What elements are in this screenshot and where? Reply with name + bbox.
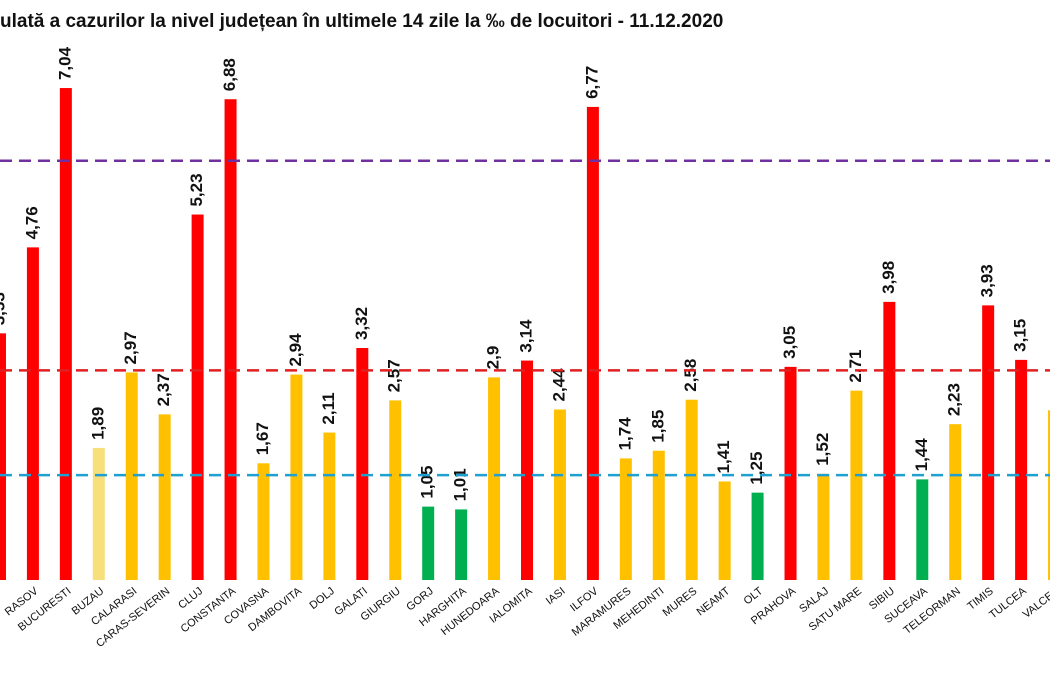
value-label: 1,05 — [418, 466, 437, 499]
bar — [883, 301, 896, 580]
value-label: 2,97 — [121, 331, 140, 364]
value-label: 3,53 — [0, 292, 8, 325]
value-label: 3,98 — [879, 261, 898, 294]
bar — [586, 106, 599, 581]
value-label: 1,44 — [912, 438, 931, 472]
value-label: 4,76 — [22, 206, 41, 239]
value-label: 1,41 — [714, 440, 733, 473]
value-label: 1,52 — [813, 433, 832, 466]
value-label: 1,67 — [253, 422, 272, 455]
bar — [619, 458, 632, 580]
bar — [949, 424, 962, 580]
bar — [1015, 359, 1028, 580]
bar — [125, 372, 138, 580]
value-label: 6,88 — [220, 58, 239, 91]
value-label: 7,04 — [55, 46, 74, 80]
value-label: 3,32 — [352, 307, 371, 340]
x-tick-label: TULCEA — [987, 585, 1029, 622]
bar — [784, 366, 797, 580]
bar — [817, 473, 830, 580]
value-label: 3,15 — [1011, 319, 1030, 352]
value-label: 1,85 — [648, 410, 667, 443]
value-label: 2,11 — [319, 392, 338, 424]
value-label: 3,93 — [978, 264, 997, 297]
bar — [455, 509, 468, 580]
bar — [389, 400, 402, 580]
bar — [488, 377, 501, 580]
value-label: 2,57 — [385, 359, 404, 392]
value-label: 2,58 — [681, 359, 700, 392]
bar — [323, 432, 336, 580]
bar — [850, 390, 863, 580]
value-label: 2,23 — [945, 383, 964, 416]
bar — [257, 463, 270, 580]
bar — [916, 479, 929, 580]
bar — [718, 481, 731, 580]
bar — [553, 409, 566, 580]
value-label: 2,9 — [484, 346, 503, 370]
value-label: 1,74 — [615, 417, 634, 451]
bar — [0, 333, 6, 580]
bar — [652, 450, 665, 580]
bar — [521, 360, 534, 580]
chart-title: ulată a cazurilor la nivel județean în u… — [0, 11, 723, 32]
bar — [92, 447, 105, 580]
x-tick-label: TELEORMAN — [902, 585, 963, 637]
bar — [191, 214, 204, 580]
value-label: 2,71 — [846, 350, 865, 383]
bar — [158, 414, 171, 580]
bar — [290, 374, 303, 580]
value-label: 1,25 — [747, 452, 766, 485]
bar — [422, 506, 435, 580]
bar — [59, 88, 72, 581]
bar — [982, 305, 995, 580]
x-tick-label: NEAMT — [695, 585, 733, 618]
bar — [356, 348, 369, 580]
bar — [751, 492, 764, 580]
bar — [1048, 410, 1050, 580]
x-tick-label: IASI — [544, 585, 568, 607]
bar — [685, 399, 698, 580]
value-label: 5,23 — [187, 173, 206, 206]
value-label: 1,89 — [88, 407, 107, 440]
bar — [224, 99, 237, 580]
value-label: 6,77 — [582, 66, 601, 99]
value-label: 1,01 — [451, 468, 470, 501]
x-tick-label: MURES — [661, 585, 700, 619]
x-tick-label: OLT — [742, 585, 766, 607]
value-label: 3,05 — [780, 326, 799, 359]
bar — [26, 247, 39, 581]
value-label: 3,14 — [516, 319, 535, 353]
value-label: 2,94 — [286, 333, 305, 367]
value-label: 2,44 — [549, 368, 568, 402]
value-label: 2,37 — [154, 373, 173, 406]
